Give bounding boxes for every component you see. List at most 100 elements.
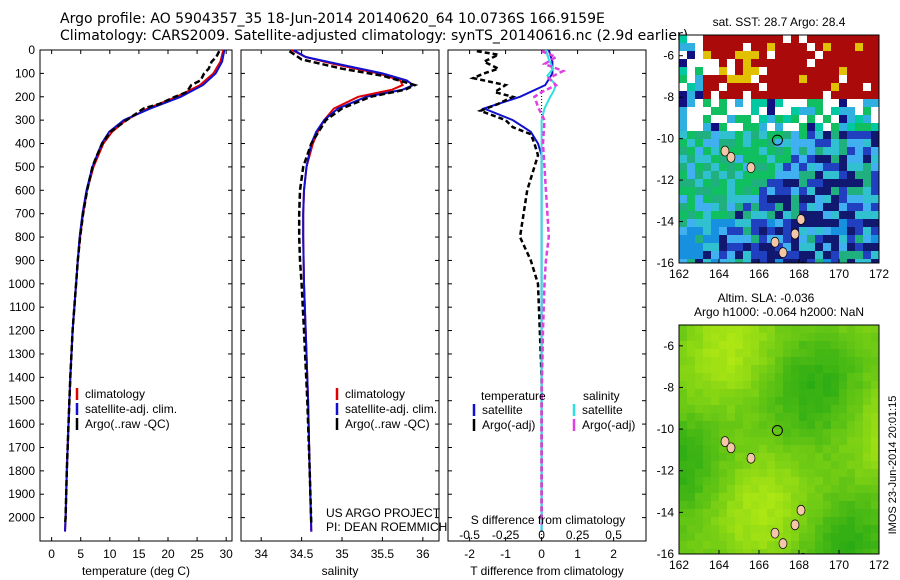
map-cell	[727, 243, 735, 251]
map-cell	[679, 461, 687, 469]
map-cell	[679, 211, 687, 219]
x2-tick-label: 0.5	[605, 528, 622, 542]
map-cell	[767, 437, 775, 445]
map-cell	[863, 477, 871, 485]
map-cell	[759, 51, 767, 59]
map-cell	[823, 75, 831, 83]
map-cell	[719, 381, 727, 389]
map-cell	[711, 461, 719, 469]
map-cell	[751, 155, 759, 163]
map-cell	[871, 171, 879, 179]
map-cell	[719, 259, 727, 263]
map-cell	[783, 155, 791, 163]
map-cell	[735, 83, 743, 91]
map-cell	[679, 509, 687, 517]
map-cell	[719, 509, 727, 517]
map-cell	[751, 357, 759, 365]
map-cell	[799, 251, 807, 259]
map-cell	[839, 163, 847, 171]
map-cell	[711, 453, 719, 461]
map-cell	[727, 533, 735, 541]
map-cell	[783, 203, 791, 211]
map-cell	[799, 405, 807, 413]
map-cell	[727, 429, 735, 437]
map-cell	[823, 381, 831, 389]
map-cell	[767, 203, 775, 211]
map-cell	[711, 43, 719, 51]
map-cell	[847, 243, 855, 251]
map-cell	[831, 501, 839, 509]
map-cell	[783, 389, 791, 397]
map-cell	[839, 203, 847, 211]
map-cell	[743, 203, 751, 211]
map-cell	[839, 51, 847, 59]
map-cell	[679, 99, 687, 107]
map-cell	[807, 59, 815, 67]
map-cell	[719, 541, 727, 549]
map-cell	[711, 413, 719, 421]
map-cell	[791, 421, 799, 429]
map-cell	[863, 171, 871, 179]
depth-tick-label: 200	[15, 90, 35, 104]
map-cell	[743, 139, 751, 147]
map-cell	[735, 51, 743, 59]
map-cell	[799, 163, 807, 171]
map-cell	[855, 381, 863, 389]
map-cell	[799, 549, 807, 554]
map-cell	[767, 179, 775, 187]
map-y-tick-label: -6	[663, 339, 674, 353]
map-cell	[783, 421, 791, 429]
x-tick-label: 25	[190, 547, 204, 561]
map-cell	[743, 397, 751, 405]
map-cell	[767, 485, 775, 493]
map-cell	[711, 243, 719, 251]
map-cell	[687, 139, 695, 147]
salinity-panel: 34 34.5 35 35.5 36salinityclimatologysatelli…	[240, 49, 447, 578]
map-cell	[823, 493, 831, 501]
map-cell	[815, 437, 823, 445]
map-cell	[735, 549, 743, 554]
map-cell	[711, 485, 719, 493]
map-cell	[807, 91, 815, 99]
map-cell	[687, 227, 695, 235]
map-cell	[743, 469, 751, 477]
map-cell	[767, 373, 775, 381]
map-cell	[791, 469, 799, 477]
map-cell	[775, 437, 783, 445]
map-cell	[807, 389, 815, 397]
map-cell	[687, 187, 695, 195]
map-cell	[791, 429, 799, 437]
map-cell	[871, 59, 879, 67]
map-cell	[751, 461, 759, 469]
map-cell	[687, 437, 695, 445]
map-cell	[871, 43, 879, 51]
map-cell	[743, 341, 751, 349]
map-cell	[679, 421, 687, 429]
map-cell	[855, 99, 863, 107]
map-cell	[679, 453, 687, 461]
map-cell	[751, 533, 759, 541]
map-cell	[831, 485, 839, 493]
map-cell	[767, 83, 775, 91]
map-cell	[831, 83, 839, 91]
map-cell	[855, 469, 863, 477]
map-cell	[863, 35, 871, 43]
map-cell	[759, 259, 767, 263]
map-cell	[703, 147, 711, 155]
map-cell	[703, 195, 711, 203]
map-cell	[759, 461, 767, 469]
map-cell	[799, 123, 807, 131]
map-cell	[871, 155, 879, 163]
map-cell	[679, 373, 687, 381]
map-cell	[871, 219, 879, 227]
map-cell	[735, 333, 743, 341]
map-cell	[751, 541, 759, 549]
map-cell	[839, 139, 847, 147]
depth-tick-label: 900	[15, 253, 35, 267]
map-cell	[695, 99, 703, 107]
map-cell	[847, 405, 855, 413]
island-shape	[790, 519, 800, 531]
map-cell	[751, 405, 759, 413]
series-line-argo-raw-qc-	[288, 50, 419, 525]
map-cell	[863, 155, 871, 163]
